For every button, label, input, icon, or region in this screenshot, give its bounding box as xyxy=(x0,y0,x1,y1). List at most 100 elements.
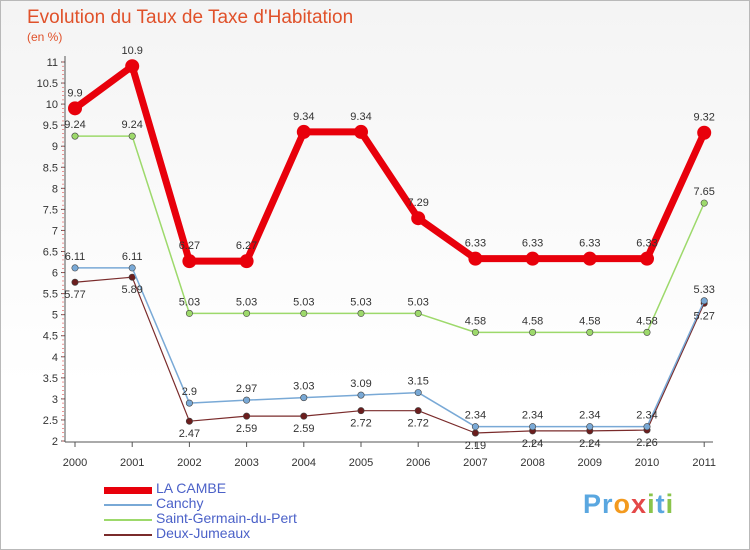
data-label: 6.33 xyxy=(465,238,486,250)
data-label: 6.33 xyxy=(636,238,657,250)
data-label: 2.24 xyxy=(522,438,543,450)
data-point xyxy=(357,407,365,415)
data-label: 2.19 xyxy=(465,440,486,452)
data-label: 7.29 xyxy=(407,197,428,209)
data-label: 2.72 xyxy=(350,418,371,430)
data-label: 5.33 xyxy=(693,284,714,296)
legend-swatch xyxy=(104,519,152,521)
legend-label: Canchy xyxy=(156,495,204,511)
data-label: 2.9 xyxy=(182,386,197,398)
data-point xyxy=(182,254,197,269)
proxiti-logo: Proxiti xyxy=(583,489,674,520)
data-label: 3.15 xyxy=(407,376,428,388)
legend-label: Saint-Germain-du-Pert xyxy=(156,510,297,526)
data-point xyxy=(411,211,426,226)
x-tick-label: 2011 xyxy=(692,457,716,469)
data-label: 4.58 xyxy=(465,315,486,327)
logo-letter: i xyxy=(665,489,675,519)
logo-letter: x xyxy=(631,489,648,519)
data-point xyxy=(414,389,422,397)
data-label: 4.58 xyxy=(522,315,543,327)
y-tick-label: 8.5 xyxy=(43,162,58,174)
series-line xyxy=(74,276,705,434)
data-point xyxy=(239,254,254,269)
data-label: 6.27 xyxy=(236,240,257,252)
logo-letter: o xyxy=(613,489,632,519)
data-label: 9.24 xyxy=(64,119,85,131)
data-point xyxy=(643,328,651,336)
y-tick-label: 10.5 xyxy=(37,78,58,90)
data-point xyxy=(125,59,140,74)
data-point xyxy=(471,429,479,437)
data-point xyxy=(243,412,251,420)
data-label: 9.9 xyxy=(67,87,82,99)
y-tick-label: 4 xyxy=(52,352,58,364)
series-line xyxy=(71,62,708,265)
data-label: 7.65 xyxy=(693,186,714,198)
data-label: 5.03 xyxy=(293,296,314,308)
data-point xyxy=(529,328,537,336)
x-tick-label: 2008 xyxy=(520,457,544,469)
data-point xyxy=(700,297,708,305)
data-point xyxy=(71,278,79,286)
data-point xyxy=(471,423,479,431)
data-label: 9.32 xyxy=(693,112,714,124)
y-tick-label: 10 xyxy=(46,99,58,111)
data-label: 3.03 xyxy=(293,381,314,393)
y-tick-label: 2.5 xyxy=(43,415,58,427)
legend-swatch xyxy=(104,534,152,536)
y-tick-label: 3 xyxy=(52,394,58,406)
data-point xyxy=(354,124,368,139)
data-label: 2.34 xyxy=(636,410,657,422)
series-line xyxy=(74,267,705,428)
legend-label: Deux-Jumeaux xyxy=(156,525,251,541)
data-label: 3.09 xyxy=(350,378,371,390)
data-point xyxy=(185,417,193,425)
data-label: 4.58 xyxy=(579,315,600,327)
y-tick-label: 5.5 xyxy=(43,289,58,301)
data-point xyxy=(697,125,712,140)
logo-letter: r xyxy=(602,489,614,519)
data-label: 4.58 xyxy=(636,315,657,327)
logo-letter: t xyxy=(655,489,666,519)
data-point xyxy=(128,264,136,272)
data-label: 5.03 xyxy=(236,296,257,308)
x-tick-label: 2010 xyxy=(635,457,659,469)
data-label: 2.34 xyxy=(522,410,543,422)
data-label: 2.34 xyxy=(579,410,600,422)
y-tick-label: 7 xyxy=(52,225,58,237)
data-point xyxy=(300,412,308,420)
x-tick-label: 2005 xyxy=(349,457,373,469)
data-label: 5.77 xyxy=(64,289,85,301)
data-point xyxy=(643,423,651,431)
data-label: 10.9 xyxy=(121,45,142,57)
data-label: 2.47 xyxy=(179,428,200,440)
data-point xyxy=(300,394,308,402)
x-tick-label: 2002 xyxy=(177,457,201,469)
data-point xyxy=(71,132,79,140)
data-point xyxy=(471,328,479,336)
data-point xyxy=(586,423,594,431)
data-label: 9.34 xyxy=(350,111,371,123)
y-tick-label: 11 xyxy=(47,57,58,69)
data-point xyxy=(68,101,82,116)
data-point xyxy=(243,396,251,404)
data-label: 2.24 xyxy=(579,438,600,450)
data-label: 5.03 xyxy=(407,296,428,308)
data-point xyxy=(640,251,654,266)
y-tick-label: 2 xyxy=(52,436,58,448)
x-tick-label: 2009 xyxy=(578,457,602,469)
data-point xyxy=(582,251,597,266)
legend-swatch xyxy=(104,504,152,506)
data-label: 9.24 xyxy=(121,119,142,131)
data-label: 2.59 xyxy=(293,423,314,435)
data-label: 5.03 xyxy=(179,296,200,308)
series-line xyxy=(74,135,705,334)
data-point xyxy=(296,124,311,139)
legend-label: LA CAMBE xyxy=(156,480,227,496)
y-tick-label: 4.5 xyxy=(43,331,58,343)
data-point xyxy=(185,309,193,317)
data-label: 5.89 xyxy=(121,284,142,296)
x-tick-label: 2004 xyxy=(292,457,316,469)
